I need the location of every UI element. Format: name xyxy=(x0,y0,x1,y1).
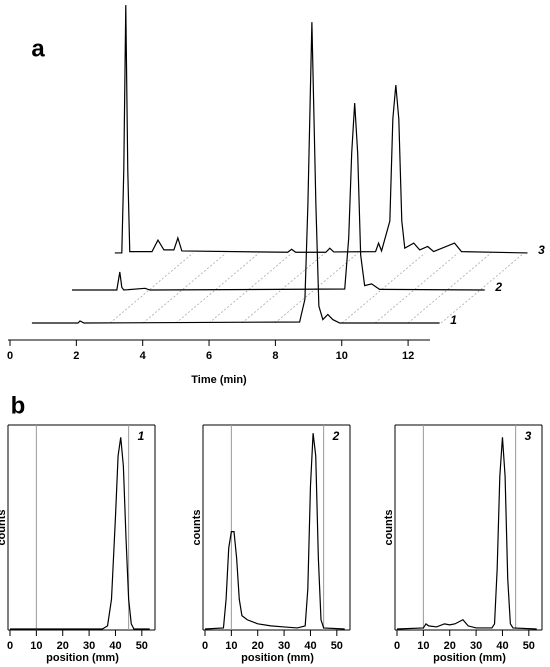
x-tick-label: 0 xyxy=(202,640,208,652)
x-tick-label: 10 xyxy=(30,640,42,652)
x-tick-label: 30 xyxy=(470,640,482,652)
x-tick-label: 2 xyxy=(73,350,79,362)
x-tick-label: 40 xyxy=(304,640,316,652)
trace xyxy=(10,437,150,630)
x-axis-label: position (mm) xyxy=(433,652,506,664)
trace xyxy=(31,22,440,324)
x-tick-label: 10 xyxy=(336,350,348,362)
x-tick-label: 10 xyxy=(225,640,237,652)
series-label: 1 xyxy=(450,313,457,327)
trace xyxy=(396,437,537,630)
x-tick-label: 20 xyxy=(444,640,456,652)
x-tick-label: 50 xyxy=(136,640,148,652)
x-tick-label: 30 xyxy=(278,640,290,652)
series-label: 2 xyxy=(494,280,502,294)
x-tick-label: 40 xyxy=(496,640,508,652)
x-tick-label: 0 xyxy=(394,640,400,652)
series-label: 2 xyxy=(332,429,340,443)
x-tick-label: 4 xyxy=(140,350,147,362)
y-axis-label: counts xyxy=(383,509,395,545)
x-tick-label: 8 xyxy=(272,350,278,362)
x-tick-label: 20 xyxy=(57,640,69,652)
x-tick-label: 20 xyxy=(252,640,264,652)
x-tick-label: 0 xyxy=(7,640,13,652)
series-label: 3 xyxy=(525,429,532,443)
x-tick-label: 50 xyxy=(523,640,535,652)
x-tick-label: 50 xyxy=(331,640,343,652)
series-label: 3 xyxy=(538,243,545,257)
trace xyxy=(204,433,345,630)
x-tick-label: 40 xyxy=(109,640,121,652)
x-axis-label: position (mm) xyxy=(241,652,314,664)
trace xyxy=(114,5,528,254)
x-axis-label: Time (min) xyxy=(191,374,247,386)
x-tick-label: 0 xyxy=(7,350,13,362)
x-axis-label: position (mm) xyxy=(46,652,119,664)
y-axis-label: counts xyxy=(191,509,203,545)
x-tick-label: 12 xyxy=(402,350,414,362)
x-tick-label: 6 xyxy=(206,350,212,362)
trace xyxy=(72,102,485,291)
x-tick-label: 30 xyxy=(83,640,95,652)
y-axis-label: counts xyxy=(0,509,8,545)
panel-label: b xyxy=(11,392,26,419)
series-label: 1 xyxy=(138,429,145,443)
perspective-guides xyxy=(109,252,525,324)
panel-label: a xyxy=(31,35,45,62)
x-tick-label: 10 xyxy=(417,640,429,652)
